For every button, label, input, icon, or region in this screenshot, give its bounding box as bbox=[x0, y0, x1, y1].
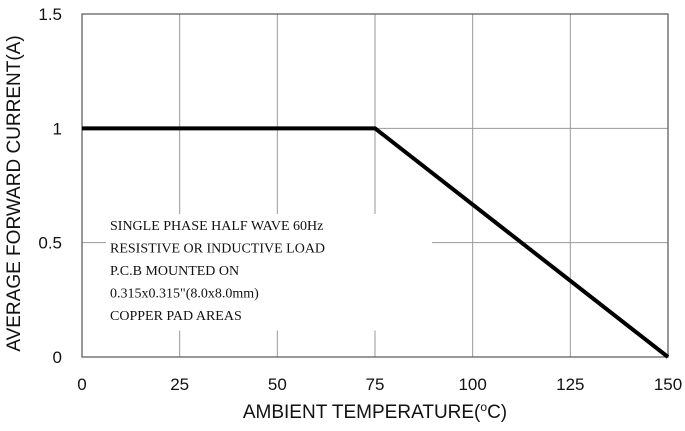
x-tick-labels: 0 25 50 75 100 125 150 bbox=[77, 375, 682, 394]
annotation-line-2: P.C.B MOUNTED ON bbox=[110, 264, 239, 279]
x-tick-label-6: 150 bbox=[654, 375, 682, 394]
x-tick-label-3: 75 bbox=[366, 375, 385, 394]
y-axis-label: AVERAGE FORWARD CURRENT(A) bbox=[4, 35, 25, 351]
y-tick-label-0: 0 bbox=[53, 348, 62, 367]
x-tick-label-5: 125 bbox=[556, 375, 584, 394]
x-tick-label-2: 50 bbox=[268, 375, 287, 394]
x-axis-label: AMBIENT TEMPERATURE(oC) bbox=[243, 400, 507, 423]
y-tick-labels: 0 0.5 1 1.5 bbox=[38, 5, 62, 367]
annotation-background bbox=[106, 214, 432, 331]
x-tick-label-4: 100 bbox=[458, 375, 486, 394]
y-tick-label-2: 1 bbox=[53, 119, 62, 138]
y-tick-label-3: 1.5 bbox=[38, 5, 62, 24]
series-line-0 bbox=[82, 126, 670, 359]
annotation-line-1: RESISTIVE OR INDUCTIVE LOAD bbox=[110, 242, 325, 257]
series-layer bbox=[82, 126, 670, 359]
annotation-line-4: COPPER PAD AREAS bbox=[110, 309, 242, 324]
x-tick-label-0: 0 bbox=[77, 375, 86, 394]
annotation: SINGLE PHASE HALF WAVE 60Hz RESISTIVE OR … bbox=[110, 219, 325, 324]
plot-frame bbox=[81, 13, 669, 358]
annotation-line-3: 0.315x0.315"(8.0x8.0mm) bbox=[110, 287, 259, 302]
annotation-line-0: SINGLE PHASE HALF WAVE 60Hz bbox=[110, 219, 323, 234]
x-tick-label-1: 25 bbox=[170, 375, 189, 394]
y-tick-label-1: 0.5 bbox=[38, 234, 62, 253]
